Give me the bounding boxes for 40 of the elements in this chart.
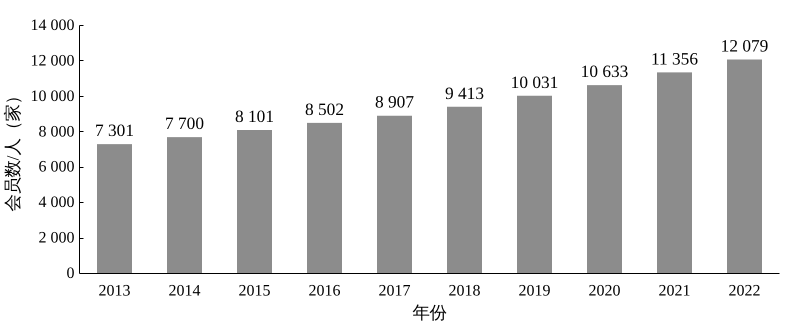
- y-tick-label: 6 000: [38, 158, 74, 176]
- x-tick-label: 2021: [658, 282, 690, 300]
- bar: [377, 116, 412, 274]
- x-tick-label: 2015: [238, 282, 270, 300]
- x-tick-label: 2016: [308, 282, 340, 300]
- y-tick-label: 8 000: [38, 123, 74, 140]
- data-label: 8 907: [375, 92, 414, 112]
- data-label: 8 502: [305, 100, 344, 119]
- y-tick-label: 2 000: [38, 230, 74, 247]
- bar: [517, 96, 552, 274]
- bar: [587, 85, 622, 274]
- y-tick-label: 12 000: [30, 52, 74, 70]
- data-label: 8 101: [235, 106, 274, 126]
- x-tick-label: 2018: [448, 282, 480, 300]
- x-tick-label: 2014: [168, 282, 200, 300]
- data-label: 9 413: [445, 84, 484, 103]
- y-tick-label: 0: [66, 265, 74, 282]
- data-label: 7 700: [165, 114, 204, 134]
- data-label: 11 356: [650, 49, 698, 68]
- bar: [237, 130, 272, 274]
- bar: [657, 72, 692, 274]
- y-tick-label: 14 000: [30, 17, 74, 34]
- data-label: 7 301: [95, 121, 134, 140]
- x-tick-label: 2022: [728, 282, 760, 300]
- x-tick-label: 2017: [378, 282, 410, 300]
- y-tick-label: 10 000: [30, 88, 74, 105]
- x-tick-label: 2020: [588, 282, 620, 300]
- x-tick-label: 2013: [98, 282, 130, 300]
- data-label: 10 031: [510, 72, 558, 92]
- bar: [97, 144, 132, 274]
- bar: [167, 137, 202, 274]
- bar: [447, 106, 482, 274]
- x-tick-label: 2019: [518, 282, 550, 300]
- x-axis-title: 年份: [412, 304, 446, 322]
- bar: [307, 122, 342, 274]
- y-tick-label: 4 000: [38, 194, 74, 212]
- y-axis-title: 会员数/人（家）: [4, 88, 22, 212]
- bar: [727, 60, 762, 274]
- data-label: 10 633: [580, 62, 628, 82]
- data-label: 12 079: [720, 36, 768, 56]
